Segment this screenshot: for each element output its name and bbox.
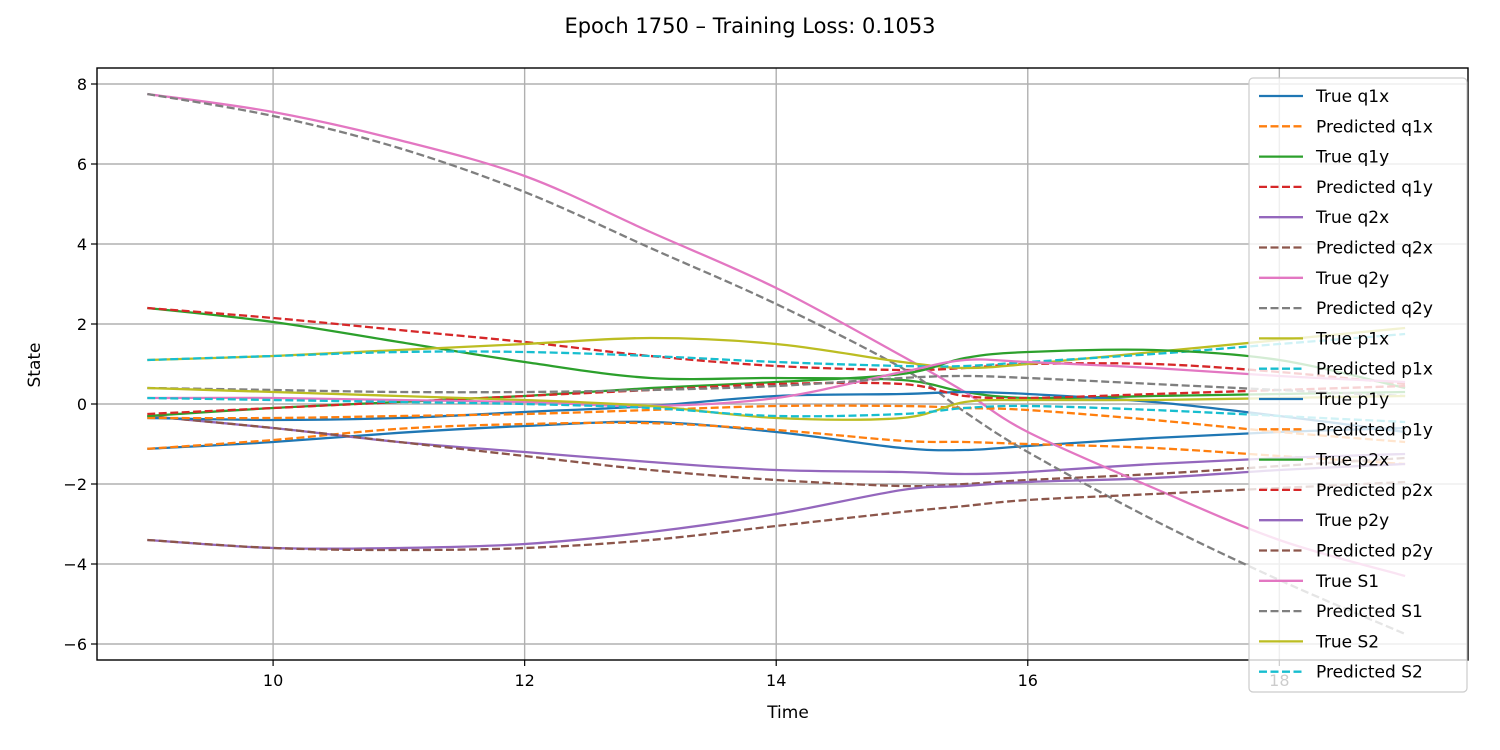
series-line-predicted-q1x: [147, 421, 1406, 466]
legend-entry: True q2x: [1315, 208, 1389, 228]
legend-entry: Predicted p1x: [1316, 360, 1433, 380]
legend-entry: Predicted q1x: [1316, 117, 1433, 137]
legend-entry: Predicted p2y: [1316, 542, 1433, 562]
legend-entry: Predicted S2: [1316, 663, 1423, 683]
legend-entry: Predicted S1: [1316, 602, 1423, 622]
series-line-predicted-q2x: [147, 414, 1406, 488]
x-tick-label: 16: [1018, 671, 1038, 690]
legend-entry: True S2: [1315, 632, 1379, 652]
y-tick-label: 4: [77, 235, 87, 254]
plot-area: [147, 92, 1406, 636]
legend-entry: True p2x: [1315, 451, 1389, 471]
series-line-true-q1x: [147, 420, 1406, 452]
legend-entry: Predicted q1y: [1316, 178, 1433, 198]
x-tick-label: 14: [766, 671, 786, 690]
y-tick-label: −4: [63, 555, 87, 574]
grid: [97, 68, 1468, 660]
chart-title: Epoch 1750 – Training Loss: 0.1053: [564, 14, 935, 38]
y-tick-label: −2: [63, 475, 87, 494]
legend-entry: True p2y: [1315, 511, 1389, 531]
y-tick-label: 6: [77, 155, 87, 174]
plot-frame: [96, 67, 1469, 661]
y-tick-label: 2: [77, 315, 87, 334]
legend-entry: True q2y: [1315, 269, 1389, 289]
series-line-true-s1: [147, 358, 1406, 408]
legend-box: [1248, 77, 1468, 693]
series-line-predicted-s2: [147, 396, 1406, 424]
y-axis: −6 −4 −2 0 2 4 6 8: [63, 75, 97, 654]
y-tick-label: 8: [77, 75, 87, 94]
series-line-true-p1x: [147, 326, 1406, 370]
series-line-predicted-p1y: [147, 404, 1406, 444]
legend-entry: Predicted p2x: [1316, 481, 1433, 501]
legend: True q1x Predicted q1x True q1y Predicted q…: [1248, 77, 1468, 693]
series-line-predicted-p2y: [147, 480, 1406, 552]
legend-entry: Predicted q2x: [1316, 239, 1433, 259]
x-axis-label: Time: [766, 703, 809, 723]
legend-entry: True S1: [1315, 572, 1379, 592]
series-line-true-s2: [147, 386, 1406, 421]
legend-entry: True q1y: [1315, 148, 1389, 168]
legend-entry: True p1y: [1315, 390, 1389, 410]
y-tick-label: 0: [77, 395, 87, 414]
y-axis-label: State: [25, 343, 45, 388]
legend-entry: Predicted p1y: [1316, 420, 1433, 440]
series-line-true-q1y: [147, 306, 1406, 400]
legend-entry: True p1x: [1315, 329, 1389, 349]
series-line-true-p2y: [147, 462, 1406, 550]
series-line-predicted-q1y: [147, 306, 1406, 386]
legend-entry: True q1x: [1315, 87, 1389, 107]
series-line-true-q2y: [147, 92, 1406, 578]
series-line-predicted-q2y: [147, 92, 1406, 636]
y-tick-label: −6: [63, 635, 87, 654]
x-tick-label: 10: [263, 671, 283, 690]
legend-entry: Predicted q2y: [1316, 299, 1433, 319]
series-line-predicted-s1: [147, 374, 1406, 398]
x-tick-label: 12: [514, 671, 534, 690]
